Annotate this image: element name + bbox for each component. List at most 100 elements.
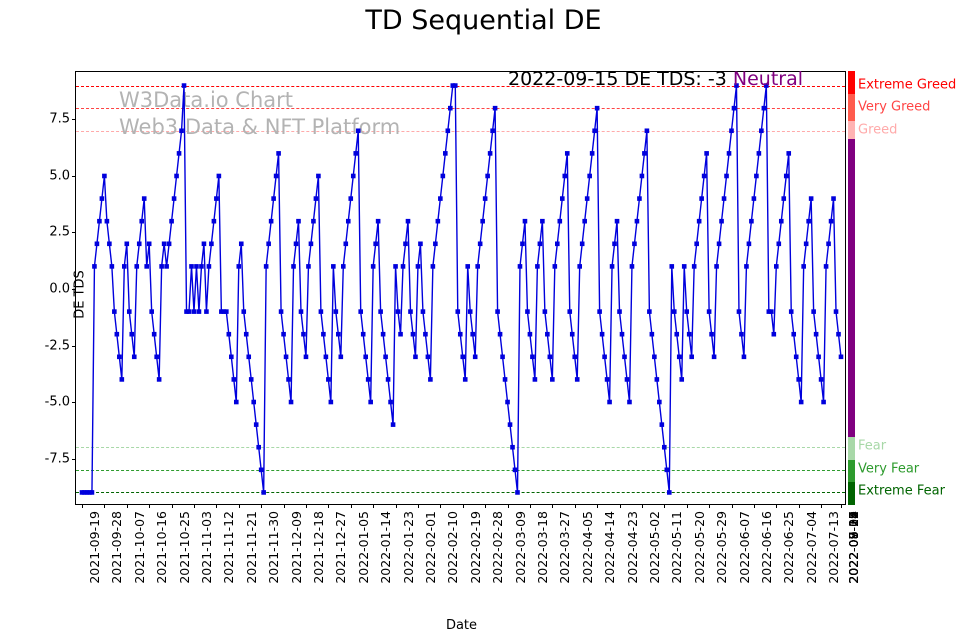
series-marker <box>644 128 650 134</box>
series-marker <box>238 241 244 247</box>
series-marker <box>97 218 102 224</box>
x-tick-mark <box>709 504 711 508</box>
y-tick-label: -5.0 <box>44 394 70 410</box>
series-marker <box>231 377 237 382</box>
series-marker <box>87 490 92 495</box>
x-tick-label: 2022-05-20 <box>691 511 707 584</box>
series-marker <box>783 173 789 179</box>
series-marker <box>599 331 605 337</box>
series-marker <box>179 128 184 134</box>
x-tick-mark <box>149 504 151 508</box>
series-marker <box>435 218 441 224</box>
series-marker <box>383 354 388 360</box>
series-marker <box>89 490 95 495</box>
x-tick-label: 2022-06-07 <box>736 511 752 584</box>
series-marker <box>124 241 130 247</box>
series-marker <box>666 490 672 495</box>
series-marker <box>161 241 167 247</box>
series-marker <box>714 264 719 269</box>
y-tick-mark <box>72 175 76 177</box>
x-tick-label: 2022-05-29 <box>714 511 730 584</box>
series-marker <box>443 151 448 156</box>
series-marker <box>266 241 271 247</box>
x-tick-mark <box>395 504 397 508</box>
x-tick-mark <box>193 504 195 508</box>
x-tick-label: 2022-04-23 <box>624 511 640 584</box>
series-marker <box>664 467 670 473</box>
series-marker <box>497 331 503 337</box>
y-tick-mark <box>72 289 76 290</box>
series-marker <box>328 399 334 405</box>
series-marker <box>134 264 140 269</box>
series-marker <box>206 264 212 269</box>
x-tick-label: 2022-03-27 <box>557 511 573 584</box>
series-marker <box>191 309 197 314</box>
series-marker <box>555 241 560 247</box>
series-marker <box>370 264 376 269</box>
series-marker <box>776 241 782 247</box>
series-marker <box>112 309 117 314</box>
series-marker <box>452 83 458 88</box>
series-marker <box>248 377 254 382</box>
series-marker <box>652 354 657 360</box>
series-marker <box>129 331 135 337</box>
series-marker <box>612 241 617 247</box>
colorbar-extreme-greed-band <box>848 71 855 94</box>
series-marker <box>99 196 105 201</box>
series-marker <box>368 399 373 405</box>
series-marker <box>418 241 423 247</box>
y-tick-label: -2.5 <box>44 338 70 353</box>
series-marker <box>828 218 834 224</box>
colorbar-fear-band <box>848 437 855 460</box>
series-marker <box>816 354 821 360</box>
series-marker <box>321 331 326 337</box>
series-marker <box>174 173 179 179</box>
series-marker <box>711 354 717 360</box>
series-marker <box>420 309 426 314</box>
series-marker <box>552 264 558 269</box>
series-marker <box>796 377 801 382</box>
series-marker <box>622 354 627 360</box>
td-sequential-series <box>79 83 844 495</box>
series-marker <box>425 354 431 360</box>
series-marker <box>542 309 548 314</box>
x-tick-label: 2021-11-12 <box>221 511 237 584</box>
series-marker <box>82 490 87 495</box>
series-marker <box>475 264 480 269</box>
series-marker <box>450 83 456 88</box>
series-marker <box>751 196 757 201</box>
series-marker <box>219 309 224 314</box>
series-marker <box>562 173 568 179</box>
series-marker <box>365 377 371 382</box>
series-marker <box>614 218 620 224</box>
x-tick-mark <box>82 504 83 508</box>
series-marker <box>627 399 632 405</box>
y-tick-label: -7.5 <box>44 451 70 467</box>
series-marker <box>326 377 331 382</box>
series-marker <box>749 218 754 224</box>
x-tick-label: 2022-01-05 <box>355 511 371 584</box>
reference-line-fear <box>76 447 845 449</box>
x-tick-label: 2022-02-10 <box>445 511 461 584</box>
series-marker <box>617 309 622 314</box>
x-tick-mark <box>462 504 464 508</box>
x-tick-label: 2021-12-09 <box>288 511 304 584</box>
series-marker <box>380 331 386 337</box>
x-tick-mark <box>841 504 842 508</box>
series-marker <box>84 490 90 495</box>
series-marker <box>808 196 814 201</box>
series-marker <box>778 218 784 224</box>
x-tick-label: 2021-09-28 <box>109 511 125 584</box>
series-marker <box>149 309 154 314</box>
colorbar-label-fear: Fear <box>858 438 887 454</box>
series-marker <box>532 377 538 382</box>
series-marker <box>662 444 667 450</box>
series-marker <box>756 151 762 156</box>
series-marker <box>527 331 533 337</box>
series-marker <box>79 490 85 495</box>
series-marker <box>390 422 396 427</box>
series-marker <box>781 196 787 201</box>
colorbar-label-very-fear: Very Fear <box>858 461 920 477</box>
series-marker <box>545 331 550 337</box>
series-marker <box>634 218 640 224</box>
